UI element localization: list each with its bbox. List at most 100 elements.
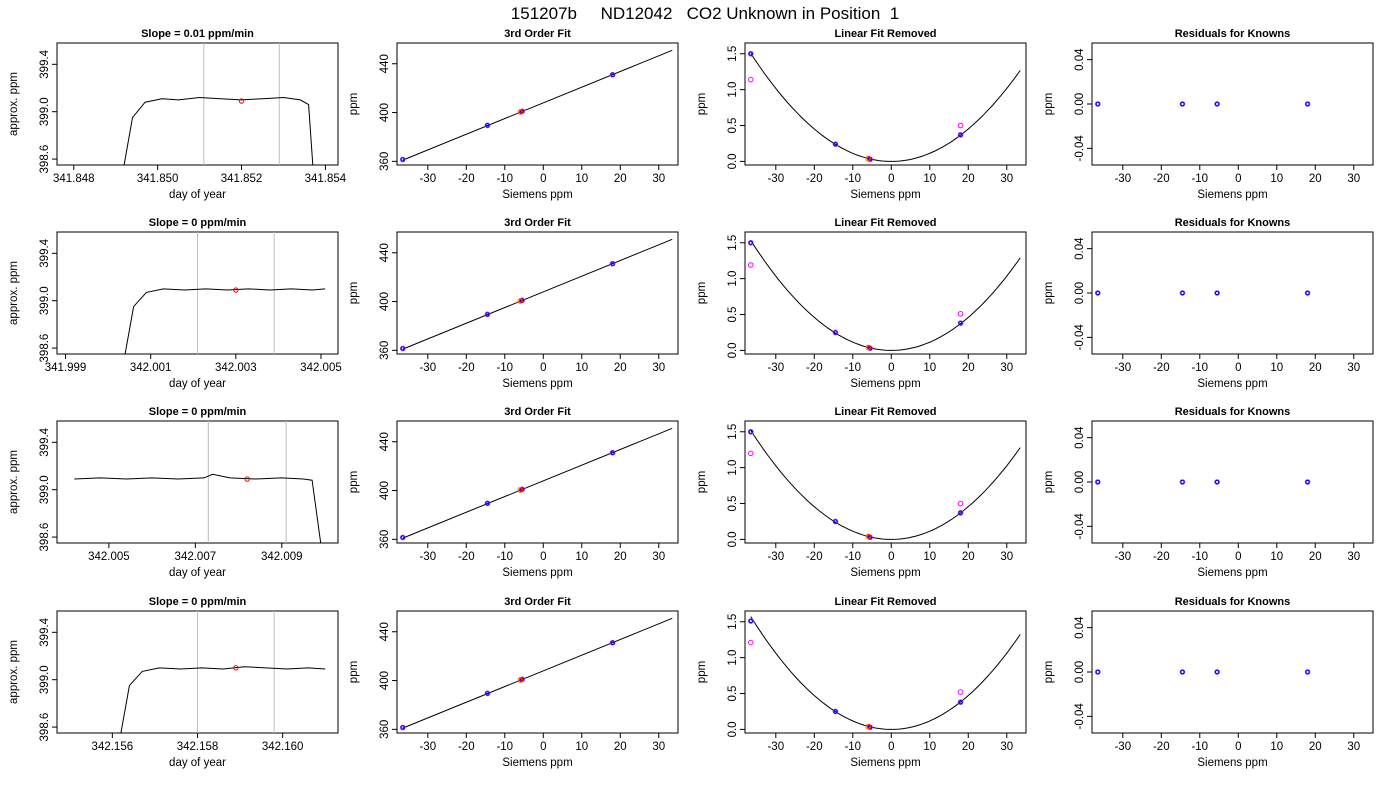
- x-tick-label: 20: [614, 741, 627, 753]
- known-point: [1180, 290, 1185, 296]
- x-tick-label: 341.850: [137, 173, 179, 185]
- plot-area: [747, 616, 1021, 731]
- plot-area: [1094, 290, 1311, 296]
- x-tick-label: -20: [1153, 551, 1170, 563]
- plot-title: Slope = 0 ppm/min: [149, 596, 247, 608]
- known-point-outer: [747, 618, 754, 624]
- x-tick-label: -30: [1114, 741, 1131, 753]
- mean-point: [238, 98, 245, 104]
- plot-title: Residuals for Knowns: [1175, 217, 1291, 229]
- y-axis-label: ppm: [1043, 471, 1055, 493]
- known-point-outer: [747, 239, 754, 246]
- x-tick-label: -30: [767, 551, 784, 563]
- x-tick-label: 0: [540, 173, 546, 185]
- y-tick-label: 399.4: [39, 617, 51, 646]
- known-point: [1305, 290, 1310, 296]
- known-point: [1215, 479, 1220, 485]
- x-tick-label: -20: [458, 741, 475, 753]
- known-point: [958, 510, 963, 515]
- plot-title: Linear Fit Removed: [834, 28, 936, 40]
- known-point: [485, 312, 490, 317]
- known-point-outer: [1304, 669, 1311, 675]
- plot-area: [120, 611, 326, 733]
- x-axis-label: Siemens ppm: [850, 757, 920, 769]
- subplot: 3rd Order Fit -30 -20 -10 0 10 20 30 360 400 440 Si…: [348, 28, 679, 201]
- y-tick-label: 360: [379, 530, 391, 549]
- known-point: [610, 640, 615, 645]
- y-tick-label: 1.5: [727, 46, 739, 62]
- y-tick-label: 0.0: [727, 342, 739, 358]
- known-point-outer: [609, 449, 616, 456]
- plot-title: 3rd Order Fit: [504, 28, 571, 40]
- x-tick-label: 342.001: [130, 362, 172, 374]
- y-tick-label: 399.0: [39, 97, 51, 126]
- subplot: 3rd Order Fit -30 -20 -10 0 10 20 30 360 400 440 Si…: [348, 217, 679, 390]
- y-tick-label: 440: [379, 622, 391, 641]
- known-point: [1180, 101, 1185, 107]
- plot-area: [1094, 479, 1311, 485]
- plot-area: [399, 238, 673, 352]
- x-tick-label: 20: [614, 362, 627, 374]
- plot-area: [74, 421, 322, 543]
- y-tick-label: 398.6: [39, 523, 51, 552]
- known-point-outer: [609, 71, 616, 78]
- y-axis-label: ppm: [348, 471, 360, 493]
- x-tick-label: 342.009: [261, 551, 303, 563]
- plot-frame: [744, 420, 1027, 544]
- known-point: [958, 132, 963, 137]
- y-tick-label: -0.04: [1074, 513, 1086, 540]
- x-tick-label: 30: [652, 362, 665, 374]
- y-tick-label: 0.5: [727, 307, 739, 323]
- y-axis-label: ppm: [696, 661, 708, 683]
- x-tick-label: 0: [540, 362, 546, 374]
- known-point-outer: [957, 699, 964, 705]
- x-tick-label: -10: [496, 741, 513, 753]
- known-point-outer: [399, 156, 406, 163]
- raw-known-point: [747, 450, 754, 457]
- plot-area: [747, 428, 1021, 541]
- y-tick-label: 0.0: [727, 531, 739, 547]
- known-point-outer: [484, 690, 491, 697]
- known-point-outer: [832, 518, 839, 525]
- fit-curve: [750, 240, 1021, 351]
- plot-title: Slope = 0.01 ppm/min: [141, 28, 254, 40]
- x-tick-label: 30: [1347, 741, 1360, 753]
- known-point: [958, 321, 963, 326]
- plot-title: Linear Fit Removed: [834, 217, 936, 229]
- x-tick-label: 341.854: [305, 173, 347, 185]
- y-tick-label: 440: [379, 54, 391, 73]
- x-axis-label: Siemens ppm: [1197, 567, 1267, 579]
- y-tick-label: 1.5: [727, 614, 739, 630]
- fit-line: [402, 49, 673, 161]
- x-tick-label: 20: [962, 741, 975, 753]
- x-tick-label: -10: [844, 362, 861, 374]
- x-tick-label: -10: [496, 551, 513, 563]
- y-tick-label: 0.04: [1074, 48, 1086, 71]
- known-point-outer: [832, 708, 839, 715]
- known-point: [1095, 669, 1100, 675]
- x-tick-label: -10: [496, 173, 513, 185]
- x-tick-label: 10: [575, 362, 588, 374]
- known-point-outer: [1094, 669, 1101, 675]
- mean-point: [233, 287, 239, 293]
- x-tick-label: 30: [652, 741, 665, 753]
- y-tick-label: 440: [379, 243, 391, 262]
- y-tick-label: 0.0: [727, 721, 739, 737]
- x-tick-label: 10: [923, 741, 936, 753]
- known-point: [1215, 290, 1220, 296]
- x-tick-label: 341.999: [45, 362, 87, 374]
- y-tick-label: 360: [379, 720, 391, 739]
- x-axis-label: Siemens ppm: [502, 378, 572, 390]
- x-tick-label: 342.003: [215, 362, 257, 374]
- unknown-point: [866, 534, 872, 539]
- plot-frame: [56, 420, 339, 544]
- y-tick-label: 399.4: [39, 427, 51, 456]
- x-tick-label: -30: [1114, 551, 1131, 563]
- y-tick-label: 440: [379, 432, 391, 451]
- x-axis-label: Siemens ppm: [850, 378, 920, 390]
- x-tick-label: 10: [923, 551, 936, 563]
- known-point: [400, 535, 405, 540]
- x-tick-label: -20: [806, 173, 823, 185]
- y-axis-label: ppm: [1043, 661, 1055, 683]
- y-tick-label: 0.5: [727, 496, 739, 512]
